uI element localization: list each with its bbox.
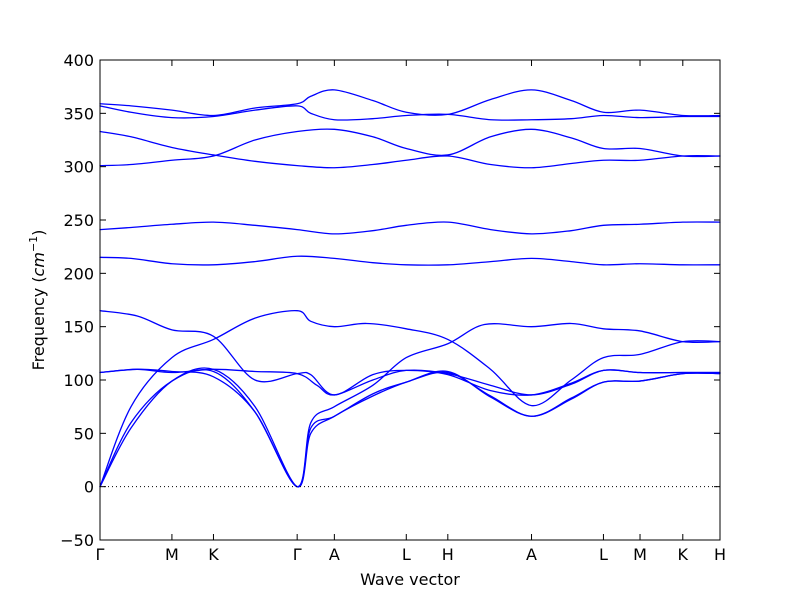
y-tick-label: 50 (74, 424, 94, 443)
y-axis-label-unit: cm (29, 252, 48, 276)
band-line (99, 128, 721, 167)
y-axis-label-prefix: Frequency ( (29, 276, 48, 370)
x-tick-label: L (599, 545, 608, 564)
x-tick-label: H (442, 545, 454, 564)
y-axis-label-suffix: ) (29, 230, 48, 236)
x-tick-label: Γ (293, 545, 302, 564)
x-tick-label: A (329, 545, 340, 564)
y-tick-label: 0 (84, 478, 94, 497)
band-line (99, 105, 721, 121)
x-tick-label: H (714, 545, 726, 564)
y-tick-label: 150 (63, 318, 94, 337)
y-tick-label: 300 (63, 158, 94, 177)
band-line (99, 309, 721, 488)
plot-frame (99, 59, 721, 541)
band-line (99, 89, 721, 117)
y-tick-label: 200 (63, 264, 94, 283)
x-tick-label: L (402, 545, 411, 564)
y-axis: −50 0 50 100 150 200 250 300 350 400 (60, 51, 720, 550)
band-line (99, 322, 721, 488)
x-tick-label: M (165, 545, 179, 564)
x-tick-label: Γ (96, 545, 105, 564)
x-axis-label: Wave vector (360, 570, 460, 589)
y-axis-label-exponent: −1 (27, 236, 40, 252)
y-tick-label: 100 (63, 371, 94, 390)
band-line (99, 255, 721, 266)
x-tick-label: K (678, 545, 689, 564)
x-tick-label: A (526, 545, 537, 564)
band-line (99, 130, 721, 169)
y-tick-label: 350 (63, 104, 94, 123)
y-tick-label: −50 (60, 531, 94, 550)
band-line (99, 310, 721, 396)
band-line (99, 368, 721, 488)
x-tick-label: M (633, 545, 647, 564)
band-line (99, 368, 721, 396)
band-line (99, 221, 721, 235)
y-axis-label: Frequency (cm−1) (27, 230, 48, 371)
band-line (99, 367, 721, 488)
band-lines (99, 89, 721, 488)
y-tick-label: 250 (63, 211, 94, 230)
y-tick-label: 400 (63, 51, 94, 70)
x-tick-label: K (208, 545, 219, 564)
